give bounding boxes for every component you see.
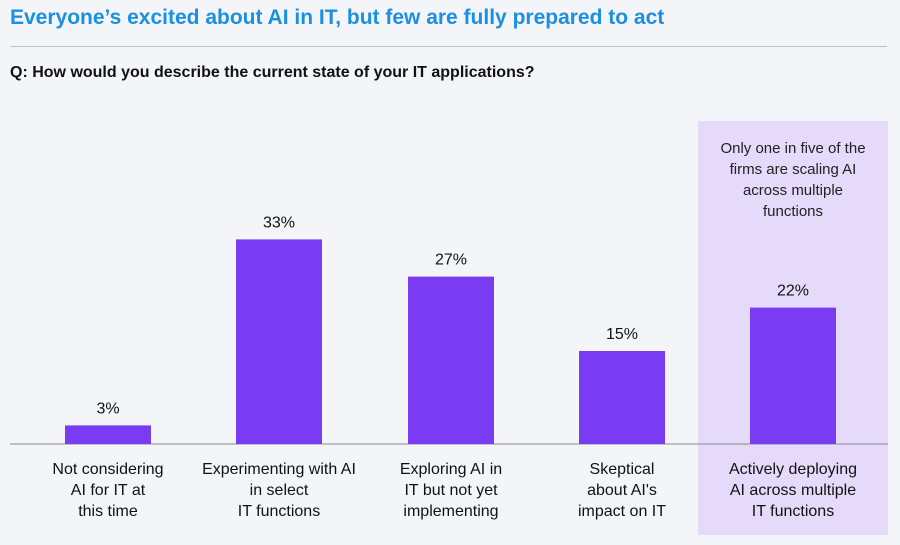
category-label-line: AI across multiple bbox=[730, 482, 856, 499]
category-label-line: this time bbox=[78, 503, 138, 520]
category-label-line: impact on IT bbox=[578, 503, 666, 520]
category-label-line: implementing bbox=[403, 503, 498, 520]
title-divider bbox=[10, 46, 887, 47]
category-label-line: in select bbox=[250, 482, 309, 499]
category-label-line: AI for IT at bbox=[71, 482, 146, 499]
annotation-line: across multiple bbox=[743, 182, 843, 199]
annotation-line: firms are scaling AI bbox=[730, 161, 857, 178]
annotation-line: Only one in five of the bbox=[720, 140, 865, 157]
data-label-5: 22% bbox=[777, 283, 809, 300]
bar-1 bbox=[65, 425, 151, 444]
category-label-4: Skeptical about AI's impact on IT bbox=[578, 461, 666, 520]
category-label-line: IT but not yet bbox=[404, 482, 498, 499]
bar-4 bbox=[579, 351, 665, 444]
bar-2 bbox=[236, 239, 322, 444]
category-label-line: about AI's bbox=[587, 482, 657, 499]
category-label-line: IT functions bbox=[238, 503, 320, 520]
data-label-2: 33% bbox=[263, 214, 295, 231]
survey-question: Q: How would you describe the current st… bbox=[10, 64, 535, 81]
category-label-5: Actively deploying AI across multiple IT f… bbox=[729, 461, 857, 520]
highlight-annotation: Only one in five of the firms are scaling… bbox=[720, 140, 865, 220]
category-label-line: Actively deploying bbox=[729, 461, 857, 478]
category-label-line: IT functions bbox=[752, 503, 834, 520]
annotation-line: functions bbox=[763, 203, 823, 220]
bar-3 bbox=[408, 276, 494, 444]
category-label-2: Experimenting with AI in select IT functio… bbox=[202, 461, 356, 520]
data-label-3: 27% bbox=[435, 252, 467, 269]
data-label-1: 3% bbox=[96, 400, 119, 417]
page-title: Everyone’s excited about AI in IT, but f… bbox=[10, 6, 665, 29]
category-label-1: Not considering AI for IT at this time bbox=[52, 461, 163, 520]
category-label-line: Not considering bbox=[52, 461, 163, 478]
data-label-4: 15% bbox=[606, 326, 638, 343]
bar-5 bbox=[750, 307, 836, 444]
category-label-3: Exploring AI in IT but not yet implementin… bbox=[400, 461, 502, 520]
category-label-line: Exploring AI in bbox=[400, 461, 502, 478]
category-label-line: Experimenting with AI bbox=[202, 461, 356, 478]
category-label-line: Skeptical bbox=[590, 461, 655, 478]
